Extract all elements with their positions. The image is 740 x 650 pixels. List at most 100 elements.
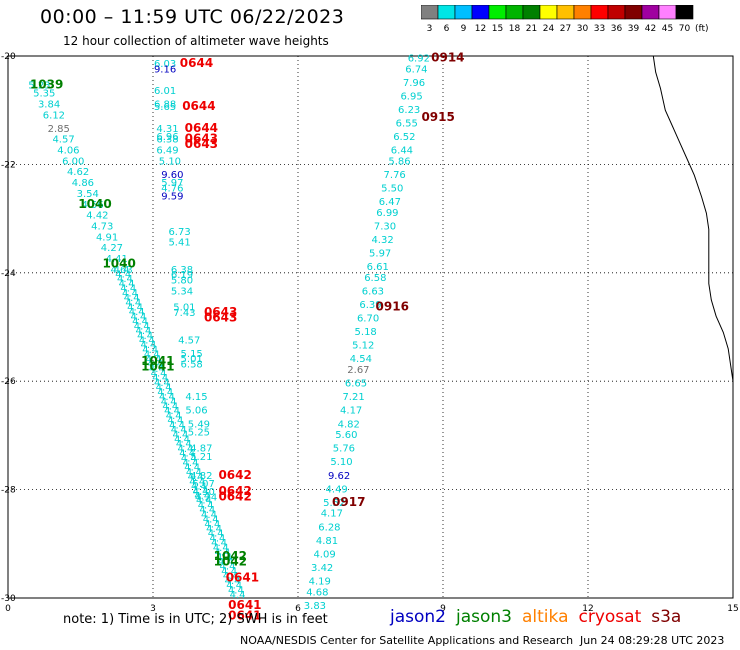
footer-note: note: 1) Time is in UTC; 2) SWH is in fe… [63, 612, 328, 627]
wave-height-label: 5.25 [188, 427, 210, 438]
dense-wave-height-label: 4.4 [144, 350, 160, 361]
wave-height-label: 4.42 [86, 211, 108, 222]
wave-height-label: 6.38 [171, 265, 193, 276]
pass-time-label: 1039 [30, 78, 63, 92]
dense-wave-height-label: 4.4 [221, 566, 237, 577]
dense-wave-height-label: 4.4 [151, 368, 167, 379]
dense-wave-height-label: 4.4 [161, 397, 177, 408]
wave-height-label: 5.23 [28, 81, 50, 92]
dense-wave-height-label: 4.4 [146, 354, 162, 365]
legend-label: 33 [594, 24, 605, 34]
dense-wave-height-label: 4.4 [189, 477, 205, 488]
dense-wave-height-label: 4.4 [134, 321, 150, 332]
wave-height-label: 3.42 [311, 563, 333, 574]
y-tick-label: -24 [1, 269, 16, 279]
wave-height-label: 6.47 [379, 197, 401, 208]
dense-wave-height-label: 4.4 [208, 529, 224, 540]
wave-height-label: 5.06 [185, 406, 207, 417]
y-tick-label: -26 [1, 377, 16, 387]
dense-wave-height-label: 4.4 [174, 434, 190, 445]
wave-height-label: 5.35 [33, 89, 55, 100]
y-tick-label: -22 [1, 160, 16, 170]
wave-height-label: 4.17 [340, 406, 362, 417]
mission-jason3: jason3 [456, 607, 512, 627]
pass-time-label: 0643 [185, 137, 218, 151]
wave-height-label: 4.41 [106, 254, 128, 265]
legend-label: 15 [492, 24, 503, 34]
legend-label: 12 [475, 24, 486, 34]
pass-time-label: 0643 [204, 311, 237, 325]
dense-wave-height-label: 4.4 [137, 331, 153, 342]
mission-altika: altika [522, 607, 569, 627]
wave-height-label: 5.10 [159, 156, 181, 167]
wave-height-label: 5.49 [188, 419, 210, 430]
page-title: 00:00 – 11:59 UTC 06/22/2023 [40, 6, 345, 28]
dense-wave-height-label: 4.4 [183, 458, 199, 469]
wave-height-label: 6.03 [154, 59, 176, 70]
wave-height-label: 6.63 [362, 286, 384, 297]
dense-wave-height-label: 4.4 [154, 378, 170, 389]
wave-height-label: 4.24 [195, 492, 217, 503]
wave-height-label: 9.60 [161, 170, 183, 181]
wave-height-label: 6.01 [154, 86, 176, 97]
dense-wave-height-label: 4.4 [159, 392, 175, 403]
pass-time-label: 1041 [141, 359, 174, 373]
wave-height-label: 5.10 [330, 457, 352, 468]
dense-wave-height-label: 4.4 [166, 411, 182, 422]
wave-height-label: 7.43 [173, 308, 195, 319]
dense-wave-height-label: 4.4 [127, 303, 143, 314]
wave-height-label: 9.62 [328, 471, 350, 482]
wave-height-label: 6.52 [393, 132, 415, 143]
wave-height-label: 6.73 [168, 227, 190, 238]
dense-wave-height-label: 4.4 [188, 472, 204, 483]
legend-label: 24 [543, 24, 555, 34]
wave-height-label: 6.38 [156, 135, 178, 146]
wave-height-label: 6.12 [43, 110, 65, 121]
wave-height-label: 6.88 [154, 99, 176, 110]
pass-time-label: 0914 [431, 50, 464, 64]
wave-height-label: 5.80 [171, 276, 193, 287]
legend-label: 30 [577, 24, 589, 34]
dense-wave-height-label: 4.4 [184, 463, 200, 474]
x-tick-label: 9 [440, 604, 446, 614]
dense-wave-height-label: 4.4 [167, 416, 183, 427]
wave-height-label: 6.28 [318, 522, 340, 533]
wave-height-label: 6.92 [408, 53, 430, 64]
wave-height-label: 6.96 [156, 132, 178, 143]
wave-height-label: 2.67 [347, 365, 369, 376]
wave-height-label: 4.68 [306, 587, 328, 598]
dense-wave-height-label: 4.4 [119, 279, 135, 290]
dense-wave-height-label: 4.4 [130, 312, 146, 323]
y-tick-label: -30 [1, 594, 16, 604]
wave-height-label: 6.65 [345, 379, 367, 390]
x-tick-label: 3 [150, 604, 156, 614]
wave-height-label: 4.32 [371, 235, 393, 246]
wave-height-label: 4.15 [185, 392, 207, 403]
wave-height-label: 7.96 [403, 78, 425, 89]
legend-label: 18 [509, 24, 521, 34]
dense-wave-height-label: 4.4 [120, 284, 136, 295]
wave-height-label: 5.52 [323, 498, 345, 509]
dense-wave-height-label: 4.4 [204, 519, 220, 530]
wave-height-label: 4.49 [326, 484, 348, 495]
pass-time-label: 0641 [228, 598, 261, 612]
wave-height-label: 4.30 [193, 487, 215, 498]
dense-wave-height-label: 4.4 [206, 524, 222, 535]
pass-time-label: 0916 [376, 300, 409, 314]
wave-height-label: 3.84 [38, 99, 60, 110]
pass-time-label: 1042 [214, 549, 247, 563]
wave-height-label: 5.97 [161, 178, 183, 189]
wave-height-label: 6.74 [405, 64, 427, 75]
wave-height-label: 4.82 [190, 471, 212, 482]
dense-wave-height-label: 4.4 [225, 576, 241, 587]
wave-height-label: 4.31 [156, 124, 178, 135]
wave-height-label: 6.70 [357, 314, 379, 325]
wave-height-label: 4.62 [67, 167, 89, 178]
wave-height-label: 4.19 [309, 576, 331, 587]
x-tick-label: 6 [295, 604, 301, 614]
dense-wave-height-label: 4.4 [114, 265, 130, 276]
legend-label: 27 [560, 24, 571, 34]
wave-height-label: 3.83 [304, 601, 326, 612]
dense-wave-height-label: 4.4 [191, 482, 207, 493]
pass-time-label: 0915 [421, 110, 454, 124]
